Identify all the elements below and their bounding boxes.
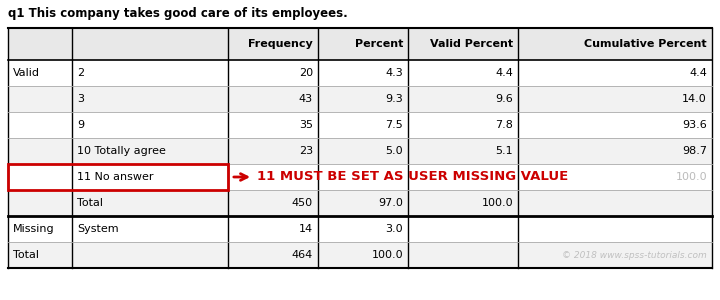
Text: 450: 450 bbox=[292, 198, 313, 208]
Text: 14.0: 14.0 bbox=[683, 94, 707, 104]
Text: © 2018 www.spss-tutorials.com: © 2018 www.spss-tutorials.com bbox=[562, 251, 707, 260]
Text: 2: 2 bbox=[77, 68, 84, 78]
Bar bbox=[8, 28, 712, 60]
Text: q1 This company takes good care of its employees.: q1 This company takes good care of its e… bbox=[8, 8, 348, 20]
Text: 35: 35 bbox=[299, 120, 313, 130]
Text: Cumulative Percent: Cumulative Percent bbox=[585, 39, 707, 49]
Text: 11 No answer: 11 No answer bbox=[77, 172, 153, 182]
Text: 98.7: 98.7 bbox=[682, 146, 707, 156]
Bar bbox=[8, 164, 712, 190]
Text: 7.8: 7.8 bbox=[495, 120, 513, 130]
Text: 100.0: 100.0 bbox=[675, 172, 707, 182]
Bar bbox=[8, 164, 228, 190]
Text: 10 Totally agree: 10 Totally agree bbox=[77, 146, 166, 156]
Bar bbox=[8, 112, 712, 138]
Bar bbox=[8, 86, 712, 112]
Text: 9.3: 9.3 bbox=[385, 94, 403, 104]
Text: 20: 20 bbox=[299, 68, 313, 78]
Text: Valid: Valid bbox=[13, 68, 40, 78]
Text: 43: 43 bbox=[299, 94, 313, 104]
Bar bbox=[8, 242, 712, 268]
Text: 97.0: 97.0 bbox=[378, 198, 403, 208]
Text: 3.0: 3.0 bbox=[385, 224, 403, 234]
Text: 23: 23 bbox=[299, 146, 313, 156]
Bar bbox=[8, 216, 712, 242]
Text: 11 MUST BE SET AS USER MISSING VALUE: 11 MUST BE SET AS USER MISSING VALUE bbox=[257, 170, 568, 184]
Text: 93.6: 93.6 bbox=[683, 120, 707, 130]
Text: Missing: Missing bbox=[13, 224, 55, 234]
Text: Total: Total bbox=[13, 250, 39, 260]
Bar bbox=[8, 138, 712, 164]
Bar bbox=[8, 190, 712, 216]
Text: 14: 14 bbox=[299, 224, 313, 234]
Text: 4.4: 4.4 bbox=[689, 68, 707, 78]
Text: Valid Percent: Valid Percent bbox=[430, 39, 513, 49]
Text: 4.3: 4.3 bbox=[385, 68, 403, 78]
Text: Frequency: Frequency bbox=[248, 39, 313, 49]
Text: 5.0: 5.0 bbox=[385, 146, 403, 156]
Bar bbox=[8, 60, 712, 86]
Text: 7.5: 7.5 bbox=[385, 120, 403, 130]
Text: 5.1: 5.1 bbox=[495, 146, 513, 156]
Text: 9.6: 9.6 bbox=[495, 94, 513, 104]
Text: 9: 9 bbox=[77, 120, 84, 130]
Text: Percent: Percent bbox=[355, 39, 403, 49]
Text: 100.0: 100.0 bbox=[482, 198, 513, 208]
Text: 100.0: 100.0 bbox=[372, 250, 403, 260]
Text: 3: 3 bbox=[77, 94, 84, 104]
Text: 4.4: 4.4 bbox=[495, 68, 513, 78]
Text: Total: Total bbox=[77, 198, 103, 208]
Text: 464: 464 bbox=[292, 250, 313, 260]
Text: System: System bbox=[77, 224, 119, 234]
